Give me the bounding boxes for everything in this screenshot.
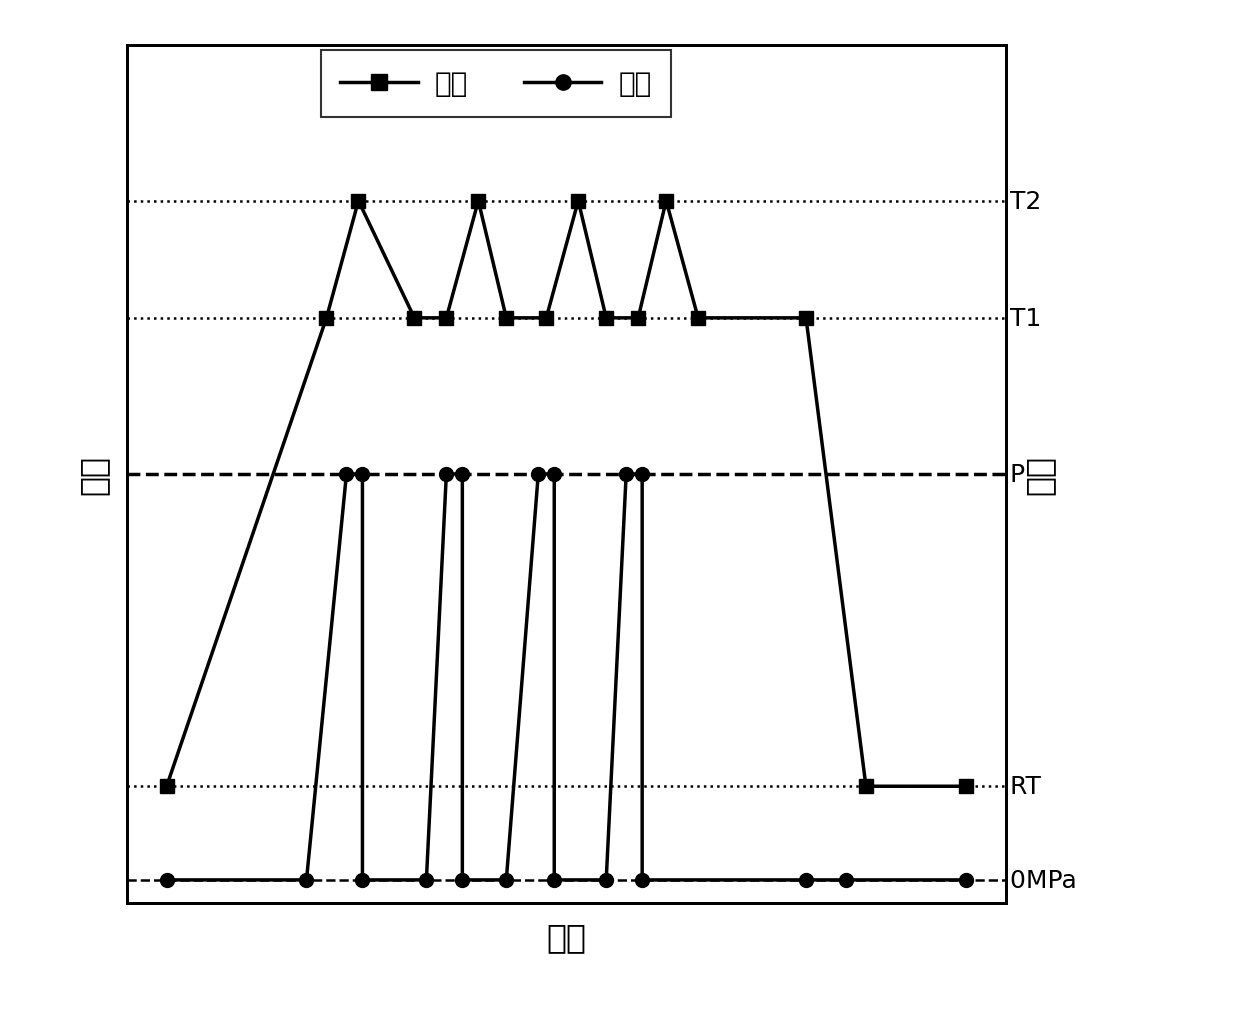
温度 [658,196,673,208]
Text: T2: T2 [1002,190,1042,214]
压力 [439,469,454,481]
温度 [498,313,513,325]
压力 [619,469,634,481]
Text: T1: T1 [1002,307,1042,330]
Legend: 温度, 压力: 温度, 压力 [321,51,671,117]
温度 [691,313,706,325]
温度 [599,313,614,325]
压力 [498,874,513,887]
压力 [799,874,813,887]
温度 [351,196,366,208]
Y-axis label: 压力: 压力 [1023,454,1055,494]
压力 [419,874,434,887]
Text: P: P [1002,463,1025,486]
温度 [539,313,554,325]
Line: 压力: 压力 [160,468,973,887]
压力 [635,469,650,481]
压力 [635,874,650,887]
压力 [355,469,370,481]
温度 [439,313,454,325]
压力 [159,874,174,887]
压力 [547,469,562,481]
Y-axis label: 温度: 温度 [77,454,110,494]
压力 [547,874,562,887]
Text: 0MPa: 0MPa [1002,868,1076,892]
压力 [959,874,973,887]
温度 [631,313,646,325]
温度 [471,196,486,208]
压力 [455,874,470,887]
温度 [319,313,334,325]
温度 [407,313,422,325]
压力 [599,874,614,887]
压力 [299,874,314,887]
压力 [455,469,470,481]
X-axis label: 时间: 时间 [547,920,587,953]
压力 [339,469,353,481]
温度 [858,781,873,793]
温度 [570,196,585,208]
Line: 温度: 温度 [160,195,973,794]
温度 [159,781,174,793]
压力 [531,469,546,481]
温度 [959,781,973,793]
压力 [355,874,370,887]
温度 [799,313,813,325]
压力 [838,874,853,887]
Text: RT: RT [1002,774,1040,799]
